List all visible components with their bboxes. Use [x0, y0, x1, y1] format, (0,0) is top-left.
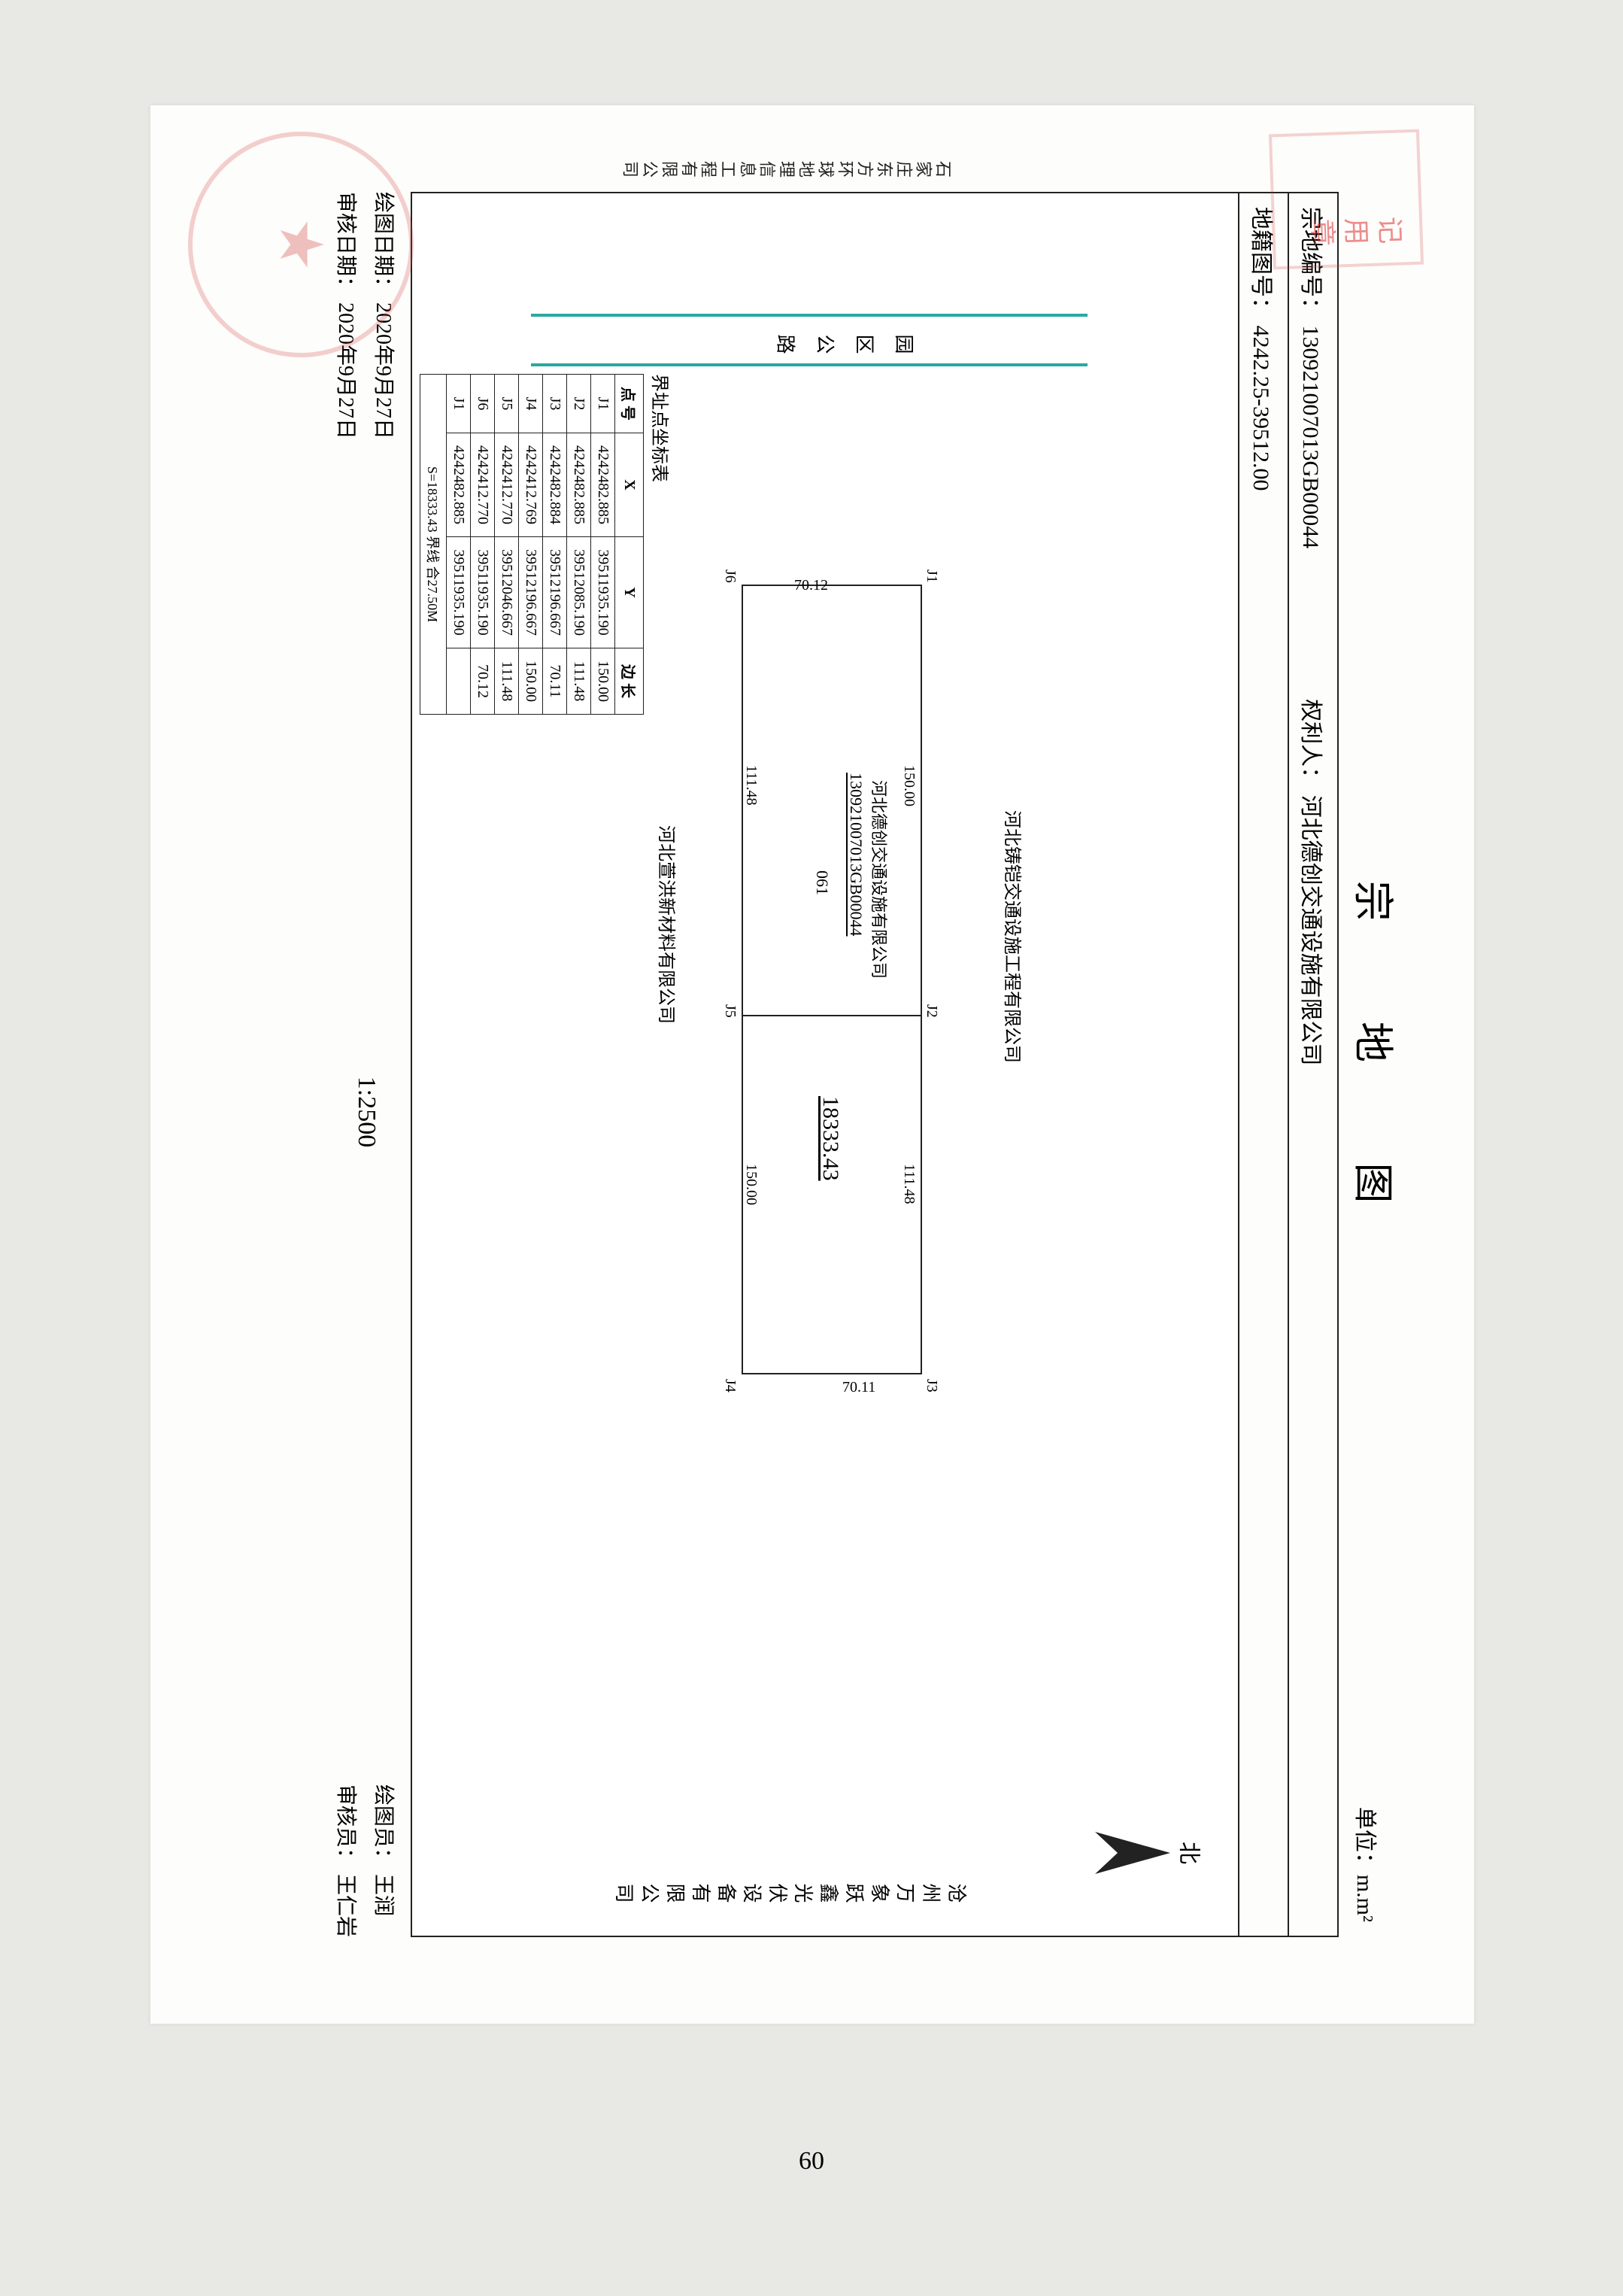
- drafter-label: 绘图员：: [372, 1784, 395, 1869]
- point-j6: J6: [721, 569, 739, 583]
- surveyor-company: 石家庄东方环球地理信息工程有限公司: [620, 156, 952, 180]
- unit-label: 单位：m.m²: [1351, 1807, 1384, 1922]
- point-j4: J4: [721, 1379, 739, 1392]
- north-arrow-icon: [1088, 1830, 1170, 1875]
- east-company: 沧州万象跃鑫光伏设备有限公司: [609, 1878, 967, 1906]
- dim-j4-j5: 150.00: [742, 1164, 760, 1205]
- drafter-value: 王润: [372, 1874, 395, 1916]
- table-row: J64242412.77039511935.19070.12: [471, 375, 495, 715]
- footer-right: 绘图员： 王润 审核员： 王仁岩: [332, 1784, 400, 1937]
- parcel-zone: 061: [812, 870, 832, 895]
- table-row: J14242482.88539511935.190: [447, 375, 471, 715]
- point-j1: J1: [923, 569, 940, 583]
- table-row: J54242412.77039512046.667111.48: [495, 375, 519, 715]
- coord-col-header: Y: [615, 537, 644, 648]
- drafter: 绘图员： 王润: [370, 1784, 400, 1937]
- owner-field: 权利人： 河北德创交通设施有限公司: [1297, 699, 1330, 1066]
- coord-table-wrap: 界址点坐标表 点 号XY边 长 J14242482.88539511935.19…: [420, 374, 675, 715]
- coord-summary: S=18333.43 界线 合27.50M: [420, 375, 447, 715]
- footer-row: 绘图日期： 2020年9月27日 审核日期： 2020年9月27日 1:2500…: [332, 192, 400, 1937]
- dim-j5-j6: 111.48: [742, 765, 760, 806]
- coord-col-header: X: [615, 433, 644, 537]
- page-number: 60: [799, 2147, 824, 2176]
- north-indicator: 北: [1088, 1830, 1208, 1875]
- parcel-outline: [742, 585, 922, 1374]
- neighbor-north: 河北铸铠交通设施工程有限公司: [1001, 810, 1027, 1063]
- checker-label: 审核员：: [334, 1784, 357, 1869]
- seal-star-icon: ★: [265, 217, 336, 272]
- dim-j1-j2: 150.00: [900, 765, 918, 806]
- scale: 1:2500: [352, 1077, 381, 1147]
- dim-j3-j4: 70.11: [842, 1379, 875, 1396]
- table-row: J34242482.88439512196.66770.11: [543, 375, 567, 715]
- point-j5: J5: [721, 1004, 739, 1018]
- table-row: J44242412.76939512196.667150.00: [519, 375, 543, 715]
- coord-table-title: 界址点坐标表: [648, 374, 675, 715]
- checker: 审核员： 王仁岩: [332, 1784, 363, 1937]
- title-row: 宗 地 图 单位：m.m²: [1339, 162, 1406, 1967]
- document-rotated: 记 用 章 宗 地 图 单位：m.m² 宗地编号： 130921007013GB…: [218, 162, 1406, 1967]
- header-line-1: 宗地编号： 130921007013GB00044 权利人： 河北德创交通设施有…: [1288, 193, 1337, 1936]
- map-area: 石家庄东方环球地理信息工程有限公司 北 园 区 公 路 河北铸铠交通设施工程有限…: [411, 192, 1238, 1937]
- cadastral-label: 地籍图号：: [1248, 207, 1273, 320]
- dim-j6-j1: 70.12: [794, 577, 828, 594]
- point-j3: J3: [923, 1379, 940, 1392]
- coord-table: 点 号XY边 长 J14242482.88539511935.190150.00…: [420, 374, 644, 715]
- dim-j2-j3: 111.48: [900, 1164, 918, 1204]
- parcel-company: 河北德创交通设施有限公司: [868, 780, 892, 979]
- table-row: J14242482.88539511935.190150.00: [591, 375, 615, 715]
- doc-title: 宗 地 图: [1347, 881, 1406, 1249]
- parcel-area: 18333.43: [818, 1096, 843, 1181]
- scanned-page: 记 用 章 宗 地 图 单位：m.m² 宗地编号： 130921007013GB…: [150, 105, 1474, 2024]
- header-line-2: 地籍图号： 4242.25-39512.00: [1239, 193, 1288, 1936]
- parcel-code: 130921007013GB00044: [846, 773, 866, 937]
- header-box: 宗地编号： 130921007013GB00044 权利人： 河北德创交通设施有…: [1238, 192, 1339, 1937]
- checker-value: 王仁岩: [334, 1874, 357, 1937]
- owner-value: 河北德创交通设施有限公司: [1298, 795, 1323, 1066]
- cadastral-value: 4242.25-39512.00: [1248, 326, 1273, 491]
- north-label: 北: [1175, 1830, 1208, 1875]
- owner-label: 权利人：: [1298, 699, 1323, 789]
- neighbor-south: 河北萱洪新材料有限公司: [655, 825, 681, 1024]
- coord-col-header: 点 号: [615, 375, 644, 433]
- parcel-no-value: 130921007013GB00044: [1298, 326, 1323, 549]
- coord-col-header: 边 长: [615, 648, 644, 715]
- official-seal: ★: [188, 132, 414, 357]
- west-road-label: 园 区 公 路: [769, 329, 915, 357]
- point-j2: J2: [923, 1004, 940, 1018]
- table-row: J24242482.88539512085.190111.48: [567, 375, 591, 715]
